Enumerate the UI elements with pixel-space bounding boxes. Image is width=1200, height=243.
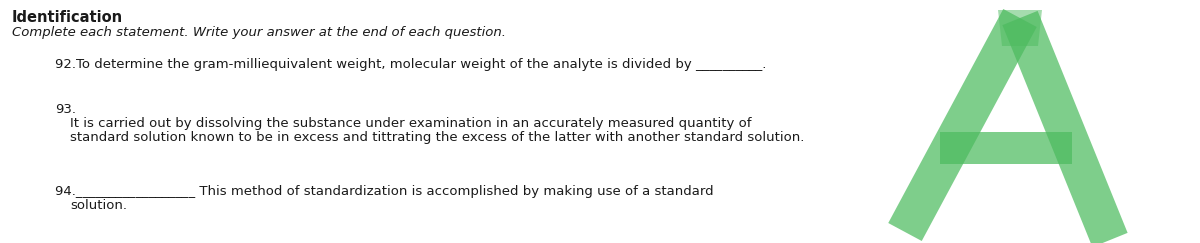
Text: It is carried out by dissolving the substance under examination in an accurately: It is carried out by dissolving the subs… bbox=[70, 117, 751, 130]
Polygon shape bbox=[1002, 11, 1128, 243]
Text: Identification: Identification bbox=[12, 10, 124, 25]
Polygon shape bbox=[998, 10, 1042, 46]
Polygon shape bbox=[888, 9, 1037, 241]
Text: solution.: solution. bbox=[70, 199, 127, 212]
Text: standard solution known to be in excess and tittrating the excess of the latter : standard solution known to be in excess … bbox=[70, 131, 804, 144]
Polygon shape bbox=[940, 132, 1072, 164]
Text: Complete each statement. Write your answer at the end of each question.: Complete each statement. Write your answ… bbox=[12, 26, 506, 39]
Text: 92.To determine the gram-milliequivalent weight, molecular weight of the analyte: 92.To determine the gram-milliequivalent… bbox=[55, 58, 767, 71]
Text: 94.__________________ This method of standardization is accomplished by making u: 94.__________________ This method of sta… bbox=[55, 185, 714, 198]
Text: 93.: 93. bbox=[55, 103, 76, 116]
